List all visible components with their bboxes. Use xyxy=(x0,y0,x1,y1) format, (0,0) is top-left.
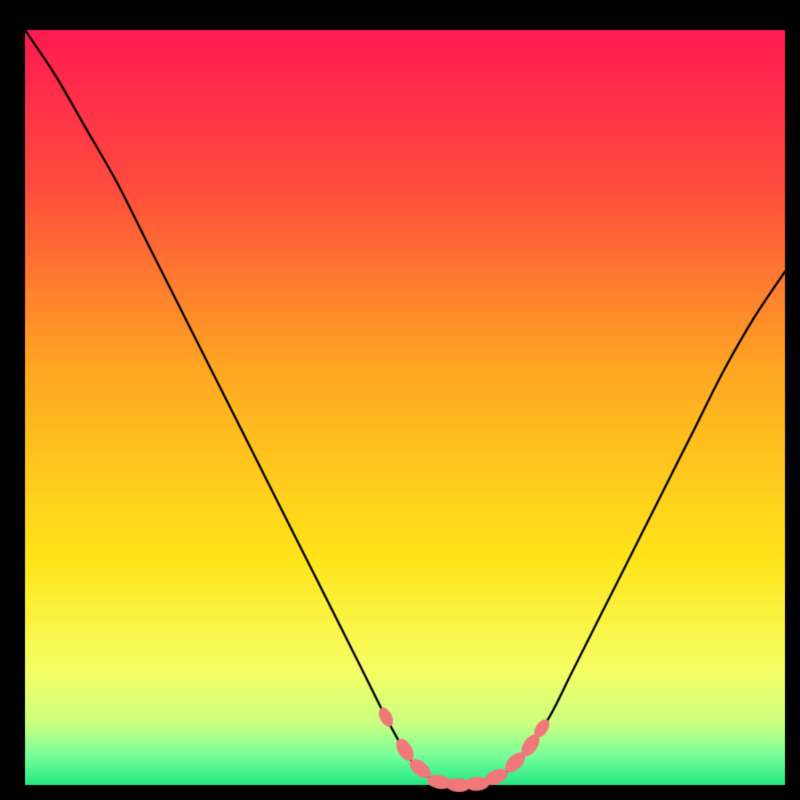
chart-stage: TheBottleneck.com xyxy=(0,0,800,800)
bottleneck-curve-chart xyxy=(0,0,800,800)
